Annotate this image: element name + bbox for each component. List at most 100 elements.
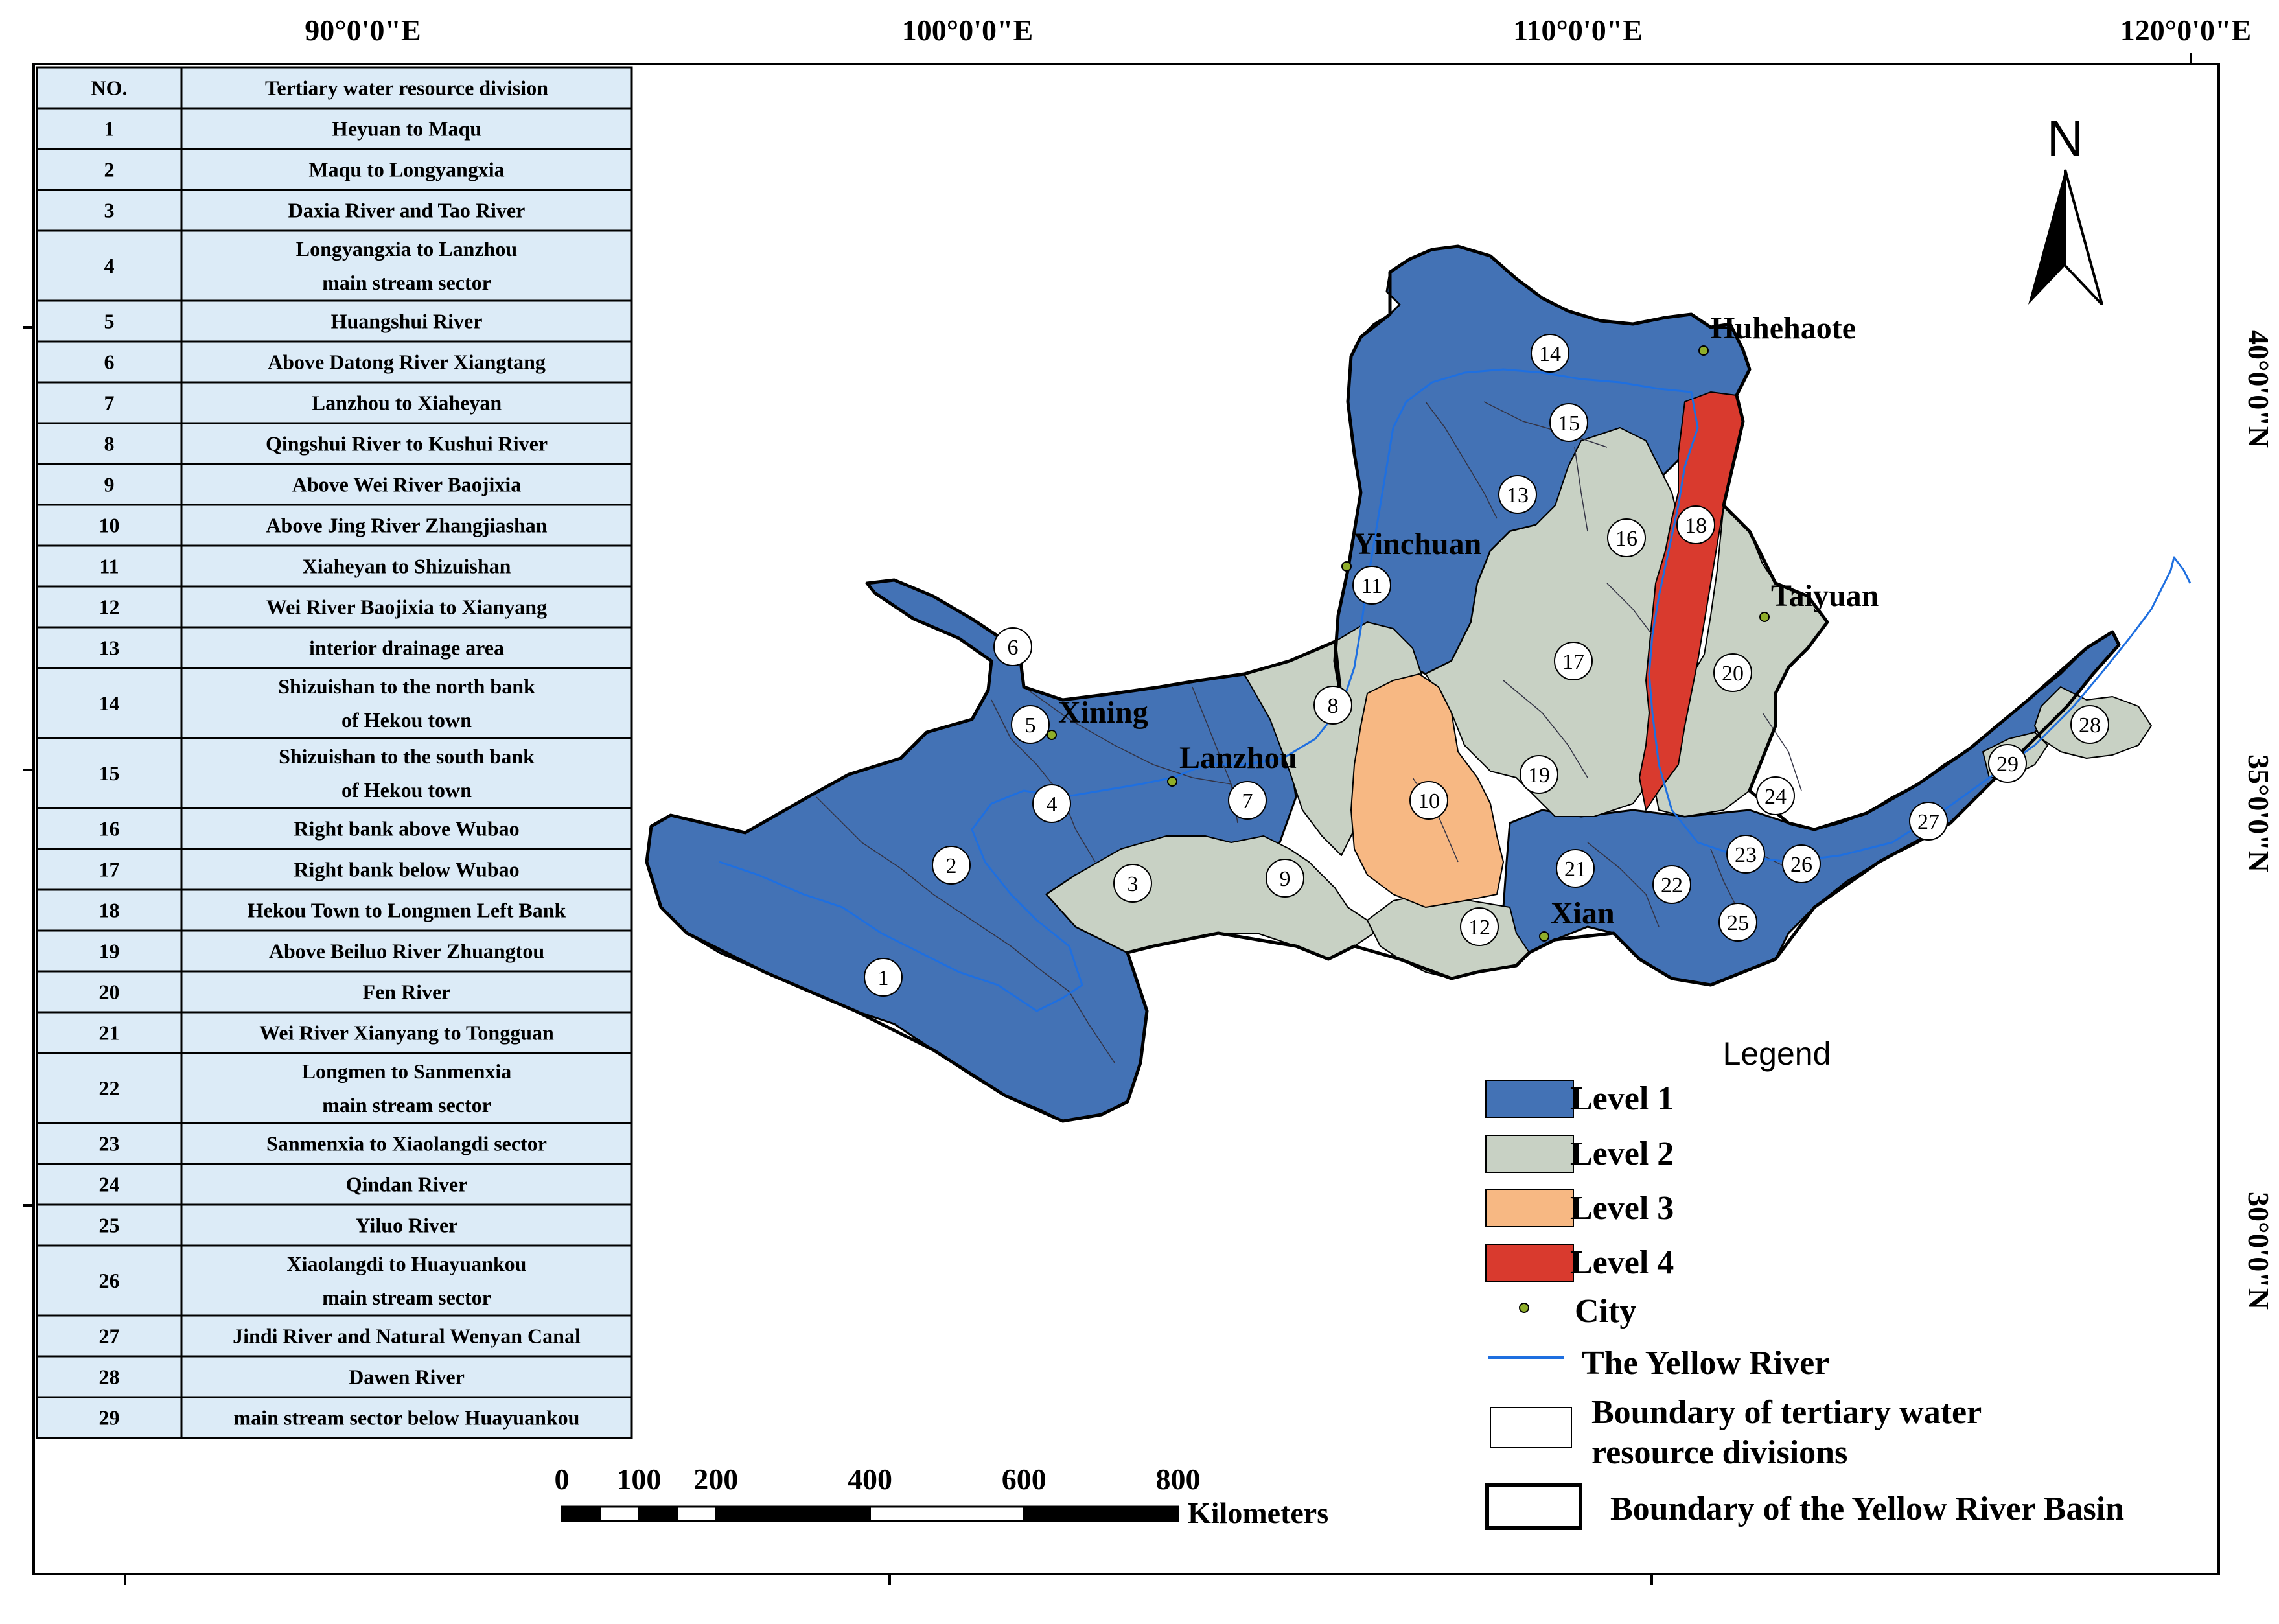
region-badge-number: 24 [1764,785,1787,809]
table-row-no: 2 [104,158,115,181]
region-badge-number: 27 [1917,810,1939,834]
region-badge-circle [1032,784,1071,823]
city-dot [1167,776,1177,787]
lon-label-110: 110°0'0"E [1513,14,1643,47]
table-row-division: Yiluo River [356,1214,458,1237]
table-row-division: of Hekou town [341,708,472,732]
region-badge-circle [1549,403,1588,442]
table-row-no: 5 [104,310,115,333]
region-badge-circle [1756,776,1795,815]
table-cell-division-7 [180,381,633,424]
region-badge-circle [864,958,903,997]
region-badge-number: 13 [1507,483,1529,507]
table-row-division: Daxia River and Tao River [288,199,526,222]
table-cell-no-13 [36,626,183,669]
legend-label-level4: Level 4 [1570,1244,1674,1281]
region-badge-circle [1520,755,1558,794]
legend-label-city: City [1575,1293,1636,1330]
table-cell-division-1 [180,107,633,150]
region-badge-circle [1554,642,1593,680]
region-badge-circle [1607,518,1646,557]
region-badge-number: 6 [1008,636,1019,660]
table-cell-division-21 [180,1011,633,1054]
table-row-division: Above Beiluo River Zhuangtou [269,940,544,963]
table-row-division: Hekou Town to Longmen Left Bank [248,899,566,922]
region-badge-number: 3 [1128,872,1139,896]
region-badge-number: 26 [1790,853,1812,877]
legend-label-level1: Level 1 [1570,1080,1674,1117]
lat-label-40: 40°0'0"N [2242,330,2275,448]
table-cell-division-8 [180,422,633,465]
region-badge-number: 17 [1562,650,1584,674]
yellow-river-basin-map: 1234567891011121314151617181920212223242… [645,244,2192,1123]
yellow-river-line [719,368,2192,1012]
table-cell-division-12 [180,585,633,629]
table-cell-division-4 [180,229,633,302]
region-badge-circle [1713,653,1752,692]
table-row-no: 22 [99,1076,120,1100]
table-cell-division-27 [180,1314,633,1358]
city-label: Yinchuan [1353,527,1481,561]
table-row-division: Sanmenxia to Xiaolangdi sector [266,1132,547,1155]
lon-label-100: 100°0'0"E [902,14,1033,47]
table-row-no: 10 [99,514,120,537]
region-badge-number: 2 [946,854,957,878]
table-row-division: Shizuishan to the north bank [278,675,535,698]
table-cell-division-13 [180,626,633,669]
table-row-division: of Hekou town [341,778,472,802]
region-badge-circle [1113,864,1152,903]
table-cell-no-8 [36,422,183,465]
table-row-no: 20 [99,980,120,1004]
table-row-no: 21 [99,1021,120,1045]
region-badge-circle [1531,334,1569,373]
region-badge-number: 16 [1615,527,1637,551]
table-cell-division-6 [180,340,633,384]
table-cell-no-28 [36,1355,183,1398]
table-row-division: Above Wei River Baojixia [292,473,521,496]
region-badge-circle [932,846,971,885]
table-row-division: Wei River Baojixia to Xianyang [266,596,547,619]
legend-swatch-level3 [1485,1189,1574,1227]
table-row-division: Maqu to Longyangxia [308,158,504,181]
table-cell-division-16 [180,807,633,850]
table-row-division: Dawen River [349,1365,465,1389]
table-cell-no-2 [36,148,183,191]
table-cell-no-10 [36,504,183,547]
scale-bar-tick-label: 800 [1156,1463,1201,1496]
table-cell-division-14 [180,667,633,739]
legend-label-river: The Yellow River [1582,1345,1829,1382]
table-cell-division-3 [180,189,633,232]
region-badge-circle [1352,566,1391,605]
table-row-no: 19 [99,940,120,963]
scale-bar-segment [869,1505,1025,1522]
table-cell-division-10 [180,504,633,547]
table-row-division: Xiaheyan to Shizuishan [303,555,511,578]
scale-bar-tick-label: 0 [555,1463,570,1496]
map-frame [32,63,2220,1575]
city-dot [1047,730,1057,740]
city-label: Taiyuan [1771,579,1879,613]
region-badge-number: 1 [878,966,889,990]
region-badge-number: 22 [1661,874,1683,898]
longitude-ticks [124,53,2192,1585]
region-badge-number: 20 [1722,662,1744,686]
region-badge-circle [1988,744,2027,783]
table-row-division: Shizuishan to the south bank [279,745,535,768]
table-row-no: 17 [99,858,120,881]
scale-bar-segment [1023,1505,1179,1522]
region-badge-number: 23 [1735,843,1757,867]
city-label: Xian [1551,896,1615,931]
table-row-no: 14 [99,691,120,715]
latitude-labels: 40°0'0"N 35°0'0"N 30°0'0"N [2242,330,2275,1310]
table-row-division: Qindan River [346,1173,468,1196]
scale-bar-segment [638,1505,678,1522]
table-row-division: Fen River [363,980,451,1004]
table-row-division: Xiaolangdi to Huayuankou [287,1252,527,1275]
region-number-badges: 1234567891011121314151617181920212223242… [864,334,2109,997]
north-arrow-left-half [2028,170,2065,305]
table-row-no: 28 [99,1365,120,1389]
table-cell-division-23 [180,1122,633,1165]
legend-title: Legend [1723,1036,1831,1072]
lat-label-30: 30°0'0"N [2242,1192,2275,1310]
table-cell-no-4 [36,229,183,302]
